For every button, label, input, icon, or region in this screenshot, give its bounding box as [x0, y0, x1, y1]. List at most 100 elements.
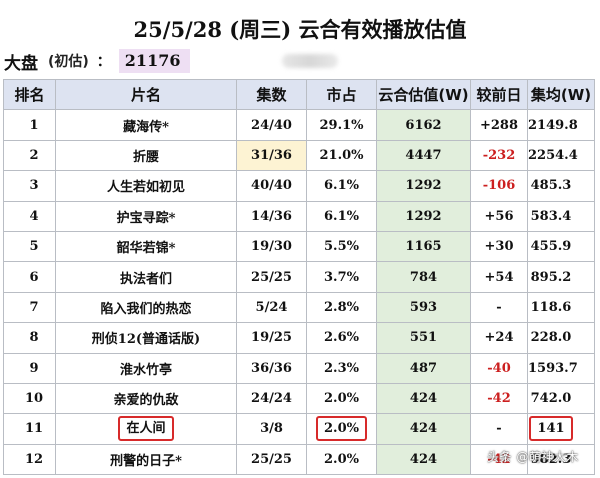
table-row: 2 折腰 31/36 21.0% 4447 -232 2254.4 [3, 139, 595, 172]
cell-value: 784 [376, 261, 471, 293]
table-row: 10 亲爱的仇敌 24/24 2.0% 424 -42 742.0 [3, 382, 595, 415]
cell-rank: 11 [3, 413, 56, 445]
table-row: 5 韶华若锦* 19/30 5.5% 1165 +30 455.9 [3, 230, 595, 263]
cell-rank: 2 [3, 139, 56, 172]
cell-title: 执法者们 [55, 261, 237, 293]
cell-episodes: 25/25 [236, 261, 307, 293]
blurred-logo [282, 54, 338, 68]
cell-rank: 9 [3, 352, 56, 384]
page-title: 25/5/28 (周三) 云合有效播放估值 [133, 17, 467, 42]
market-total-label: 大盘 [4, 53, 38, 74]
cell-average: 118.6 [527, 291, 595, 324]
cell-average: 228.0 [527, 322, 595, 354]
cell-share: 2.0% [306, 443, 377, 476]
cell-average: 742.0 [527, 382, 595, 415]
table-body: 1 藏海传* 24/40 29.1% 6162 +288 2149.8 2 折腰 31/36 21.… [3, 109, 595, 476]
cell-share: 6.1% [306, 200, 377, 232]
cell-episodes: 19/25 [236, 322, 307, 354]
cell-change: -40 [470, 352, 528, 384]
header-episodes: 集数 [236, 78, 307, 111]
table-row: 11 在人间 3/8 2.0% 424-141 [3, 413, 595, 445]
cell-value: 424 [376, 413, 471, 445]
market-total-row: 大盘 (初估) ： 21176 [4, 47, 191, 75]
cell-value: 6162 [376, 109, 471, 141]
cell-change: -42 [470, 382, 528, 415]
cell-share: 2.0% [306, 413, 377, 445]
cell-rank: 8 [3, 322, 56, 354]
market-total-colon: ： [96, 54, 111, 70]
cell-share: 2.6% [306, 322, 377, 354]
cell-change: -232 [470, 139, 528, 172]
cell-change: - [470, 413, 528, 445]
cell-title: 藏海传* [55, 109, 237, 141]
cell-share: 29.1% [306, 109, 377, 141]
cell-episodes: 25/25 [236, 443, 307, 476]
highlight-box: 在人间 [118, 416, 174, 442]
market-total-value: 21176 [118, 49, 191, 73]
table-row: 4 护宝寻踪* 14/36 6.1% 1292 +56 583.4 [3, 200, 595, 232]
cell-title: 韶华若锦* [55, 230, 237, 263]
cell-rank: 6 [3, 261, 56, 293]
cell-rank: 1 [3, 109, 56, 141]
cell-average: 1593.7 [527, 352, 595, 384]
cell-share: 2.8% [306, 291, 377, 324]
ratings-table: 排名 片名 集数 市占 云合估值(W) 较前日 集均(W) 1 藏海传* 24/40… [3, 78, 595, 476]
table-header-row: 排名 片名 集数 市占 云合估值(W) 较前日 集均(W) [3, 78, 595, 111]
cell-value: 424 [376, 382, 471, 415]
header-average: 集均(W) [527, 78, 595, 111]
cell-share: 5.5% [306, 230, 377, 263]
cell-rank: 10 [3, 382, 56, 415]
cell-value: 551 [376, 322, 471, 354]
highlight-box: 141 [529, 416, 573, 442]
market-estimate-note: (初估) [48, 54, 89, 70]
header-change: 较前日 [470, 78, 528, 111]
cell-change: +288 [470, 109, 528, 141]
cell-change: +30 [470, 230, 528, 263]
cell-rank: 5 [3, 230, 56, 263]
cell-share: 3.7% [306, 261, 377, 293]
highlight-box: 2.0% [316, 416, 367, 442]
header-share: 市占 [306, 78, 377, 111]
cell-change: -106 [470, 170, 528, 202]
cell-episodes: 3/8 [236, 413, 307, 445]
cell-share: 2.3% [306, 352, 377, 384]
cell-episodes: 19/30 [236, 230, 307, 263]
cell-episodes: 36/36 [236, 352, 307, 384]
cell-value: 1292 [376, 170, 471, 202]
cell-episodes: 31/36 [236, 139, 307, 172]
cell-share: 2.0% [306, 382, 377, 415]
cell-title: 刑侦12(普通话版) [55, 322, 237, 354]
cell-episodes: 40/40 [236, 170, 307, 202]
watermark: 头条 @萌神大木 [487, 450, 579, 464]
cell-value: 1165 [376, 230, 471, 263]
cell-change: +56 [470, 200, 528, 232]
cell-average: 485.3 [527, 170, 595, 202]
cell-value: 1292 [376, 200, 471, 232]
cell-title: 折腰 [55, 139, 237, 172]
cell-episodes: 24/40 [236, 109, 307, 141]
table-row: 7 陷入我们的热恋 5/24 2.8% 593-118.6 [3, 291, 595, 324]
cell-average: 141 [527, 413, 595, 445]
cell-change: +24 [470, 322, 528, 354]
cell-value: 593 [376, 291, 471, 324]
cell-average: 583.4 [527, 200, 595, 232]
header-rank: 排名 [3, 78, 56, 111]
cell-change: - [470, 291, 528, 324]
table-row: 3 人生若如初见 40/40 6.1% 1292 -106 485.3 [3, 170, 595, 202]
cell-rank: 7 [3, 291, 56, 324]
table-row: 8 刑侦12(普通话版) 19/25 2.6% 551 +24 228.0 [3, 322, 595, 354]
cell-rank: 12 [3, 443, 56, 476]
cell-rank: 3 [3, 170, 56, 202]
cell-average: 455.9 [527, 230, 595, 263]
table-row: 1 藏海传* 24/40 29.1% 6162 +288 2149.8 [3, 109, 595, 141]
cell-average: 2149.8 [527, 109, 595, 141]
cell-value: 4447 [376, 139, 471, 172]
cell-rank: 4 [3, 200, 56, 232]
cell-title: 护宝寻踪* [55, 200, 237, 232]
cell-average: 2254.4 [527, 139, 595, 172]
cell-title: 刑警的日子* [55, 443, 237, 476]
table-row: 12 刑警的日子* 25/25 2.0% 424 -42 982.3 [3, 443, 595, 476]
table-row: 9 淮水竹亭 36/36 2.3% 487 -40 1593.7 [3, 352, 595, 384]
cell-title: 人生若如初见 [55, 170, 237, 202]
cell-share: 21.0% [306, 139, 377, 172]
